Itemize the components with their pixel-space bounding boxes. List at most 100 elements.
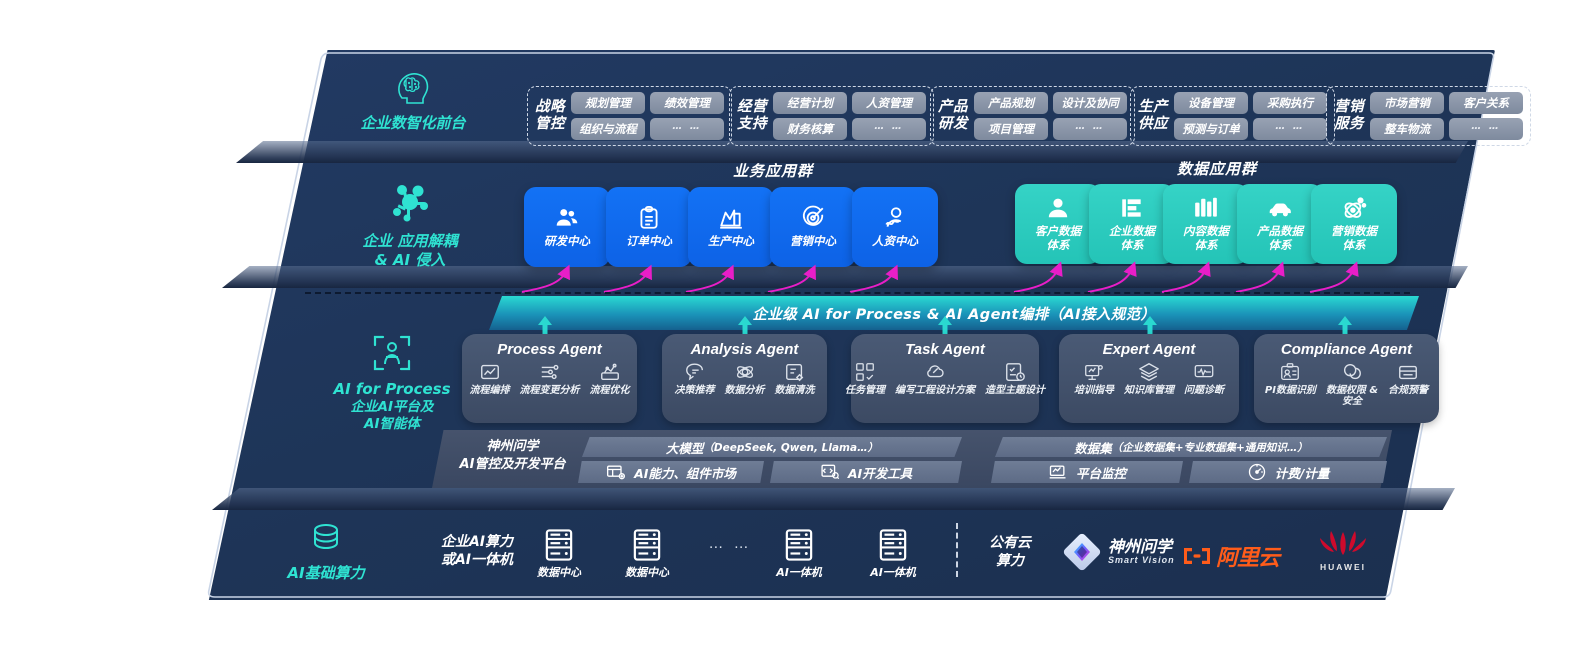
agent-item[interactable]: 问题诊断 bbox=[1179, 361, 1229, 396]
alert-doc-icon bbox=[1399, 365, 1418, 380]
group-cell[interactable]: 产品规划 bbox=[974, 92, 1048, 114]
billing-label: 计费/计量 bbox=[1274, 465, 1330, 481]
group-cell[interactable]: 市场营销 bbox=[1370, 92, 1444, 114]
layer-label-app-decoupling: 企业 应用解耦 & AI 侵入 bbox=[330, 182, 490, 270]
agent-card-analysis[interactable]: Analysis Agent 决策推荐 数据分析 数据清洗 bbox=[662, 334, 827, 423]
agent-item[interactable]: 任务管理 bbox=[840, 361, 890, 396]
group-cell[interactable]: 整车物流 bbox=[1370, 118, 1444, 140]
network-node-icon bbox=[393, 185, 428, 222]
app-card-production-center[interactable]: 生产中心 bbox=[688, 187, 774, 267]
platform-bar-billing[interactable]: 计费/计量 bbox=[1189, 461, 1387, 483]
domain-group-product-rd[interactable]: 产品 研发 产品规划 设计及协同 项目管理 … … bbox=[930, 86, 1135, 146]
group-cell[interactable]: 规划管理 bbox=[571, 92, 645, 114]
agent-item[interactable]: 编写工程设计方案 bbox=[890, 361, 980, 396]
card-label: 订单中心 bbox=[626, 234, 672, 249]
infra-ai-appliance-1[interactable]: AI一体机 bbox=[768, 528, 830, 580]
banner-text: 企业级 AI for Process & AI Agent编排（AI接入规范） bbox=[752, 306, 1156, 323]
platform-bar-llm[interactable]: 大模型 （DeepSeek, Qwen, Llama…） bbox=[582, 437, 962, 457]
group-cell[interactable]: 绩效管理 bbox=[650, 92, 724, 114]
diagnose-icon bbox=[1194, 364, 1214, 378]
group-cell[interactable]: 预测与订单 bbox=[1174, 118, 1248, 140]
domain-group-marketing-service[interactable]: 营销 服务 市场营销 客户关系 整车物流 … … bbox=[1326, 86, 1531, 146]
card-label: 企业数据 体系 bbox=[1109, 224, 1155, 252]
platform-brand-line2: AI管控及开发平台 bbox=[459, 456, 566, 472]
agent-item-label: 任务管理 bbox=[845, 385, 885, 396]
platform-bar-ai-devtools[interactable]: AI开发工具 bbox=[770, 461, 962, 483]
app-card-order-center[interactable]: 订单中心 bbox=[606, 187, 692, 267]
platform-bar-monitoring[interactable]: 平台监控 bbox=[991, 461, 1183, 483]
card-label: 研发中心 bbox=[544, 234, 590, 249]
group-title: 战略 管控 bbox=[535, 99, 565, 132]
design-check-icon bbox=[1006, 363, 1025, 381]
group-cell[interactable]: 组织与流程 bbox=[571, 118, 645, 140]
agent-item[interactable]: 流程变更分析 bbox=[515, 361, 585, 396]
agent-card-expert[interactable]: Expert Agent 培训指导 知识库管理 问题诊断 bbox=[1059, 334, 1239, 423]
agent-item[interactable]: PI数据识别 bbox=[1260, 361, 1321, 407]
group-cell[interactable]: 人资管理 bbox=[852, 92, 926, 114]
data-card-content[interactable]: 内容数据 体系 bbox=[1163, 184, 1249, 264]
card-label: 营销中心 bbox=[790, 234, 836, 249]
agent-item-label: 数据分析 bbox=[724, 385, 765, 396]
infra-datacenter-1[interactable]: 数据中心 bbox=[528, 528, 590, 580]
group-cell[interactable]: 客户关系 bbox=[1449, 92, 1523, 114]
domain-group-operations[interactable]: 经营 支持 经营计划 人资管理 财务核算 … … bbox=[729, 86, 934, 146]
agent-item[interactable]: 流程优化 bbox=[585, 361, 635, 396]
app-card-hr-center[interactable]: 人资中心 bbox=[852, 187, 938, 267]
agent-item[interactable]: 数据清洗 bbox=[770, 361, 820, 396]
platform-bar-dataset[interactable]: 数据集 （企业数据集+专业数据集+通用知识…） bbox=[995, 437, 1387, 457]
app-card-marketing-center[interactable]: 营销中心 bbox=[770, 187, 856, 267]
platform-brand-line1: 神州问学 bbox=[486, 439, 539, 454]
agent-card-compliance[interactable]: Compliance Agent PI数据识别 数据权限 & 安全 合规预警 bbox=[1254, 334, 1439, 423]
server-rack-icon bbox=[785, 529, 813, 561]
infra-ai-appliance-2[interactable]: AI一体机 bbox=[862, 528, 924, 580]
data-card-customer[interactable]: 客户数据 体系 bbox=[1015, 184, 1101, 264]
agent-item[interactable]: 数据权限 & 安全 bbox=[1321, 361, 1383, 407]
logo-huawei[interactable]: HUAWEI bbox=[1312, 528, 1374, 572]
group-cell[interactable]: 采购执行 bbox=[1253, 92, 1327, 114]
group-cell-more[interactable]: … … bbox=[1449, 118, 1523, 140]
group-cell[interactable]: 设备管理 bbox=[1174, 92, 1248, 114]
agent-item[interactable]: 数据分析 bbox=[720, 361, 770, 396]
shield-overlap-icon bbox=[1343, 363, 1361, 380]
agent-item-label: PI数据识别 bbox=[1264, 385, 1316, 396]
agent-item[interactable]: 知识库管理 bbox=[1119, 361, 1179, 396]
agent-card-task[interactable]: Task Agent 任务管理 编写工程设计方案 造型主题设计 bbox=[845, 334, 1045, 423]
group-cell-more[interactable]: … … bbox=[852, 118, 926, 140]
agent-item-label: 流程变更分析 bbox=[519, 385, 580, 396]
agent-item[interactable]: 合规预警 bbox=[1383, 361, 1433, 407]
logo-shenzhou-wenxue[interactable]: 神州问学 Smart Vision bbox=[1062, 532, 1175, 572]
ai-orchestration-banner: 企业级 AI for Process & AI Agent编排（AI接入规范） bbox=[489, 296, 1419, 330]
data-card-product[interactable]: 产品数据 体系 bbox=[1237, 184, 1323, 264]
agent-item[interactable]: 流程编排 bbox=[465, 361, 515, 396]
domain-group-strategy[interactable]: 战略 管控 规划管理 绩效管理 组织与流程 … … bbox=[527, 86, 732, 146]
group-cell-more[interactable]: … … bbox=[650, 118, 724, 140]
domain-group-production-supply[interactable]: 生产 供应 设备管理 采购执行 预测与订单 … … bbox=[1130, 86, 1335, 146]
group-cell[interactable]: 设计及协同 bbox=[1053, 92, 1127, 114]
app-card-rd-center[interactable]: 研发中心 bbox=[524, 187, 610, 267]
agent-item-label: 问题诊断 bbox=[1184, 385, 1224, 396]
group-title: 营销 服务 bbox=[1334, 99, 1364, 132]
data-card-enterprise[interactable]: 企业数据 体系 bbox=[1089, 184, 1175, 264]
agent-item[interactable]: 决策推荐 bbox=[670, 361, 720, 396]
agent-card-process[interactable]: Process Agent 流程编排 流程变更分析 流程优化 bbox=[462, 334, 637, 423]
agent-item[interactable]: 培训指导 bbox=[1069, 361, 1119, 396]
platform-brand: 神州问学 AI管控及开发平台 bbox=[445, 438, 580, 473]
users-icon bbox=[556, 209, 578, 226]
agent-item-label: 流程编排 bbox=[469, 385, 510, 396]
infra-line2: 算力 bbox=[996, 553, 1024, 570]
group-cell-more[interactable]: … … bbox=[1053, 118, 1127, 140]
group-cell[interactable]: 财务核算 bbox=[773, 118, 847, 140]
llm-label: 大模型 bbox=[665, 440, 704, 456]
platform-bar-ai-capability[interactable]: AI能力、组件市场 bbox=[578, 461, 764, 483]
infra-datacenter-2[interactable]: 数据中心 bbox=[616, 528, 678, 580]
server-rack-icon bbox=[633, 529, 661, 561]
logo-alibaba-cloud[interactable]: 阿里云 bbox=[1182, 540, 1280, 572]
agent-items: PI数据识别 数据权限 & 安全 合规预警 bbox=[1260, 361, 1433, 407]
agent-title: Process Agent bbox=[497, 341, 602, 358]
group-cell[interactable]: 经营计划 bbox=[773, 92, 847, 114]
data-card-marketing[interactable]: 营销数据 体系 bbox=[1311, 184, 1397, 264]
group-cell-more[interactable]: … … bbox=[1253, 118, 1327, 140]
agent-item[interactable]: 造型主题设计 bbox=[980, 361, 1050, 396]
group-title: 产品 研发 bbox=[938, 99, 968, 132]
group-cell[interactable]: 项目管理 bbox=[974, 118, 1048, 140]
